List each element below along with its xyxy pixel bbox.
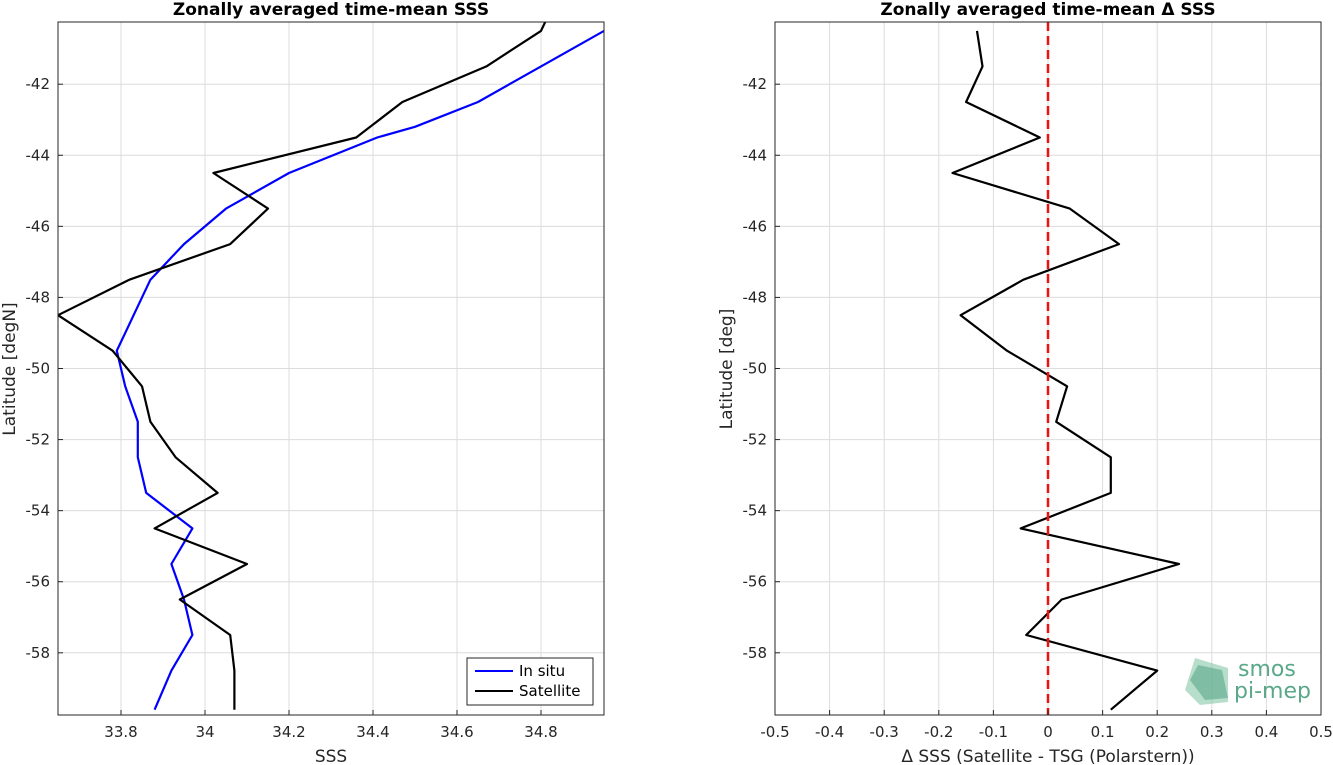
delta-sss-x-tick-label: -0.1 <box>979 723 1008 741</box>
sss-x-tick-label: 34.4 <box>356 723 389 741</box>
sss-y-tick-label: -48 <box>26 288 51 306</box>
delta-sss-x-tick-label: -0.2 <box>924 723 953 741</box>
delta-sss-x-tick-label: 0 <box>1043 723 1053 741</box>
sss-legend-box <box>466 657 594 706</box>
delta-sss-y-tick-label: -42 <box>743 75 768 93</box>
sss-line-satellite <box>58 22 547 710</box>
sss-grid <box>58 22 604 715</box>
sss-legend: In situ Satellite <box>466 657 594 706</box>
delta-sss-panel: -0.5 -0.4 -0.3 -0.2 -0.1 0 0.1 0.2 0.3 0.4 0.5 -58 -… <box>717 0 1333 765</box>
logo-text-pi-mep: pi-mep <box>1234 679 1311 704</box>
sss-x-tick-label: 34.8 <box>524 723 557 741</box>
sss-panel: 33.8 34 34.2 34.4 34.6 34.8 -58 -56 -54 -52 -50 -48… <box>0 0 605 765</box>
sss-y-tick-label: -46 <box>26 217 51 235</box>
sss-series-group <box>58 22 604 711</box>
delta-sss-x-tick-label: -0.4 <box>815 723 844 741</box>
delta-sss-x-tick-label: 0.4 <box>1254 723 1278 741</box>
delta-sss-x-axis-label: Δ SSS (Satellite - TSG (Polarstern)) <box>901 747 1194 765</box>
delta-sss-y-tick-label: -58 <box>743 644 768 662</box>
delta-sss-ticks: -0.5 -0.4 -0.3 -0.2 -0.1 0 0.1 0.2 0.3 0.4 0.5 -58 -… <box>743 75 1333 741</box>
delta-sss-y-tick-label: -54 <box>743 502 768 520</box>
sss-y-tick-label: -44 <box>26 146 51 164</box>
sss-x-tick-label: 34.2 <box>272 723 305 741</box>
legend-label-satellite: Satellite <box>519 682 580 700</box>
delta-sss-y-tick-label: -56 <box>743 573 768 591</box>
delta-sss-x-tick-label: -0.3 <box>870 723 899 741</box>
sss-y-axis-label: Latitude [degN] <box>0 302 20 435</box>
delta-sss-x-tick-label: 0.2 <box>1145 723 1169 741</box>
delta-sss-x-tick-label: -0.5 <box>760 723 789 741</box>
delta-sss-y-tick-label: -50 <box>743 360 768 378</box>
sss-y-tick-label: -58 <box>26 644 51 662</box>
sss-x-tick-label: 34 <box>195 723 214 741</box>
sss-chart-title: Zonally averaged time-mean SSS <box>173 0 489 20</box>
delta-sss-series-group <box>951 22 1181 715</box>
delta-sss-x-tick-label: 0.5 <box>1309 723 1333 741</box>
sss-y-tick-label: -50 <box>26 360 51 378</box>
sss-x-tick-label: 34.6 <box>440 723 473 741</box>
delta-sss-y-tick-label: -44 <box>743 146 768 164</box>
sss-line-in-situ <box>115 29 604 711</box>
sss-y-tick-label: -54 <box>26 502 51 520</box>
legend-label-in-situ: In situ <box>519 662 565 680</box>
delta-sss-y-tick-label: -48 <box>743 288 768 306</box>
delta-sss-y-tick-label: -46 <box>743 217 768 235</box>
logo-text-smos: smos <box>1238 657 1296 682</box>
logo-mark-front <box>1190 665 1228 700</box>
delta-sss-line-series-0 <box>951 30 1181 711</box>
delta-sss-x-tick-label: 0.1 <box>1091 723 1115 741</box>
sss-y-tick-label: -52 <box>26 431 51 449</box>
sss-y-tick-label: -56 <box>26 573 51 591</box>
smos-pi-mep-logo: smos pi-mep <box>1185 657 1311 705</box>
delta-sss-x-tick-label: 0.3 <box>1200 723 1224 741</box>
delta-sss-y-tick-label: -52 <box>743 431 768 449</box>
delta-sss-y-axis-label: Latitude [deg] <box>717 309 737 430</box>
sss-x-axis-label: SSS <box>315 747 347 765</box>
delta-sss-chart-title: Zonally averaged time-mean Δ SSS <box>880 0 1215 20</box>
sss-y-tick-label: -42 <box>26 75 51 93</box>
sss-x-tick-label: 33.8 <box>104 723 137 741</box>
sss-ticks: 33.8 34 34.2 34.4 34.6 34.8 -58 -56 -54 -52 -50 -48… <box>26 75 558 741</box>
